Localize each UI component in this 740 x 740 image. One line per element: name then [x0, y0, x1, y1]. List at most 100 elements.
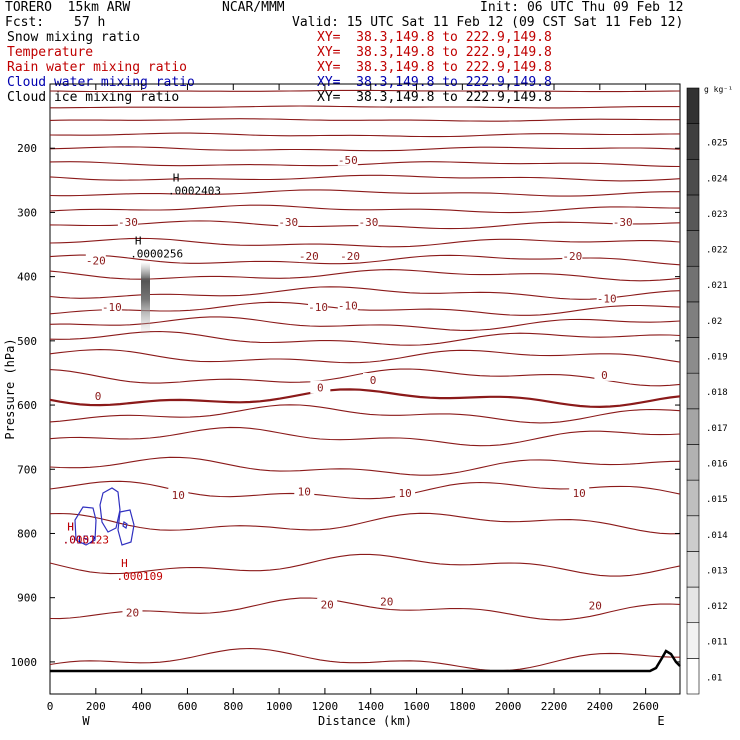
label-mask [340, 249, 361, 263]
y-tick-label: 300 [17, 206, 37, 219]
legend-cloud-water: Cloud water mixing ratio [7, 75, 195, 90]
colorbar-swatch [686, 301, 700, 338]
y-tick-label: 700 [17, 463, 37, 476]
terrain-profile [50, 649, 681, 673]
colorbar-swatch [686, 194, 700, 231]
x-tick-label: 1400 [357, 700, 384, 713]
y-tick-label: 900 [17, 592, 37, 605]
label-mask [585, 598, 606, 612]
legend-snow: Snow mixing ratio [7, 30, 141, 45]
colorbar-label: .014 [706, 531, 728, 541]
temperature-label: -20 [86, 255, 106, 268]
distance-axis: 0 200 400 600 800 1000 1200 1400 1600 1800 2000 220… [47, 84, 659, 713]
colorbar-label: .023 [706, 210, 728, 220]
x-tick-label: 2400 [587, 700, 614, 713]
temperature-label: 0 [370, 374, 377, 387]
label-mask [317, 597, 338, 611]
label-mask [85, 253, 106, 267]
colorbar-label: .024 [706, 174, 728, 184]
colorbar-swatch [686, 658, 700, 695]
isotherm-line [49, 597, 681, 621]
isotherm-line [49, 286, 681, 300]
isotherm-line [49, 553, 681, 577]
label-mask [395, 486, 416, 500]
maximum-value: .0000256 [130, 248, 183, 261]
temperature-label: -30 [278, 216, 298, 229]
label-mask [612, 215, 633, 229]
temperature-label: -50 [338, 154, 358, 167]
isotherm-line [49, 404, 681, 424]
center-title: NCAR/MMM [222, 0, 285, 15]
colorbar-label: .021 [706, 281, 728, 291]
colorbar: .01 .011 .012 .013 .014 .015 .016 .017 .018 .019.… [686, 87, 728, 695]
temperature-label: -20 [299, 250, 319, 263]
zero-isotherm [49, 388, 681, 409]
legend-temperature: Temperature [7, 45, 94, 60]
temperature-label: 0 [317, 382, 324, 395]
legend-rain: Rain water mixing ratio [7, 60, 188, 75]
temperature-label: 0 [95, 390, 102, 403]
colorbar-label: .012 [706, 602, 728, 612]
label-mask [308, 299, 329, 313]
colorbar-label: .017 [706, 424, 728, 434]
maximum-mark: H [67, 520, 74, 533]
y-tick-label: 800 [17, 527, 37, 540]
temperature-label: -10 [308, 301, 328, 314]
init-time: Init: 06 UTC Thu 09 Feb 12 [480, 0, 684, 15]
colorbar-label: .016 [706, 459, 728, 469]
maximum-value: .000109 [116, 570, 162, 583]
plot-frame [49, 83, 681, 695]
isotherm-line [49, 174, 681, 182]
x-tick-label: 0 [47, 700, 54, 713]
label-mask [569, 486, 590, 500]
cloud-water-contours [74, 487, 135, 546]
x-axis-title: Distance (km) [318, 714, 412, 728]
colorbar-swatch [686, 87, 700, 124]
label-mask [596, 291, 617, 305]
temperature-labels: -50 -30 -30 -30 -30 -20 -20 -20 -20 -10 -10 -10 -10 0… [85, 152, 633, 619]
temperature-label: 20 [321, 599, 334, 612]
isotherm-line [49, 161, 681, 168]
colorbar-swatch [686, 622, 700, 659]
colorbar-swatch [686, 444, 700, 481]
colorbar-swatch [686, 230, 700, 267]
maximum-value: .000123 [63, 533, 109, 546]
isotherm-line [49, 237, 681, 248]
snow-shading [141, 262, 150, 337]
label-mask [337, 298, 358, 312]
label-mask [363, 373, 384, 387]
colorbar-label: .02 [706, 317, 722, 327]
isotherm-line [49, 349, 681, 364]
y-tick-label: 1000 [11, 656, 38, 669]
forecast-hour: 57 h [74, 15, 106, 30]
label-mask [168, 487, 189, 501]
colorbar-label: .013 [706, 566, 728, 576]
maximum-value: .0002403 [168, 185, 221, 198]
temperature-label: 20 [126, 606, 139, 619]
legend-cloud-water-xy: XY= 38.3,149.8 to 222.9,149.8 [317, 75, 552, 90]
isotherm-line [49, 456, 681, 476]
x-tick-label: 400 [132, 700, 152, 713]
temperature-label: 20 [380, 596, 393, 609]
temperature-label: -10 [338, 300, 358, 313]
cloud-water-contour [122, 521, 128, 529]
valid-time: Valid: 15 UTC Sat 11 Feb 12 (09 CST Sat … [292, 15, 684, 30]
x-tick-label: 600 [178, 700, 198, 713]
label-mask [310, 380, 331, 394]
maximum-mark: H [135, 235, 142, 248]
colorbar-swatch [686, 123, 700, 160]
y-tick-label: 200 [17, 142, 37, 155]
y-tick-label: 400 [17, 271, 37, 284]
label-mask [594, 367, 615, 381]
isotherm-line [49, 204, 681, 214]
temperature-label: 0 [601, 369, 608, 382]
isotherm-line [50, 105, 680, 109]
colorbar-swatch [686, 337, 700, 374]
isotherm-line [49, 330, 681, 346]
x-tick-label: 1600 [403, 700, 430, 713]
east-label: E [657, 714, 664, 728]
colorbar-swatch [686, 372, 700, 410]
maximum-mark: H [173, 172, 180, 185]
